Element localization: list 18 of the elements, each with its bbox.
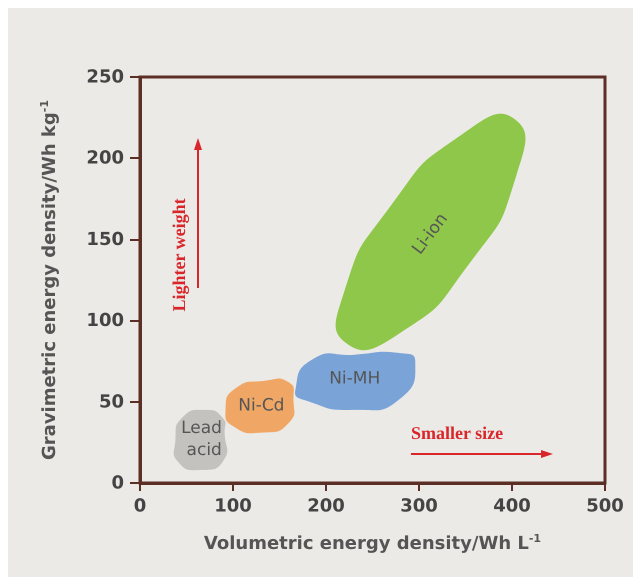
x-tick-label: 300 xyxy=(400,496,438,516)
annotation: Lighter weight xyxy=(169,198,189,312)
x-tick-label: 0 xyxy=(134,496,146,516)
series-label: Lead acid xyxy=(181,418,222,460)
x-tick-label: 400 xyxy=(493,496,531,516)
y-tick-label: 150 xyxy=(86,228,124,250)
series-label: Ni-Cd xyxy=(238,395,284,416)
x-tick-label: 200 xyxy=(307,496,345,516)
y-tick-label: 250 xyxy=(86,66,124,88)
x-tick-label: 100 xyxy=(214,496,252,516)
y-axis-title: Gravimetric energy density/Wh kg-1 xyxy=(38,100,60,460)
x-tick-label: 500 xyxy=(586,496,624,516)
y-tick-label: 50 xyxy=(98,391,124,412)
annotation: Smaller size xyxy=(411,423,504,443)
y-tick-label: 200 xyxy=(86,148,124,169)
y-tick-label: 100 xyxy=(86,310,124,332)
y-tick-label: 0 xyxy=(111,472,124,494)
series-label: Ni-MH xyxy=(329,368,380,388)
